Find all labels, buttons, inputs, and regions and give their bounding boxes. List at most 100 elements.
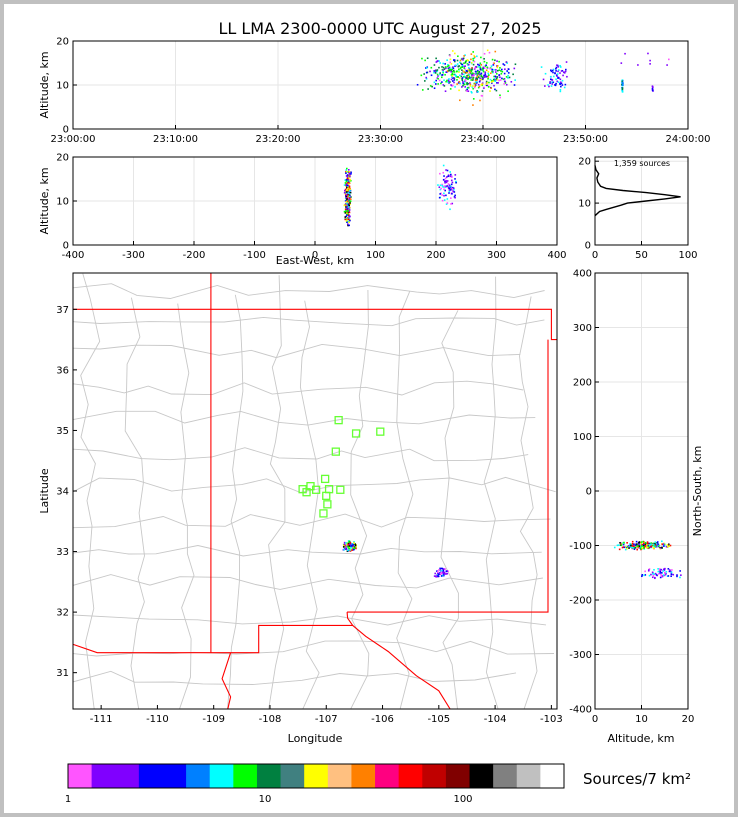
lightning-source-point	[349, 203, 351, 205]
colorbar-cell	[280, 764, 305, 788]
lightning-source-point	[560, 70, 563, 72]
lightning-source-point	[475, 78, 477, 81]
lightning-source-point	[443, 79, 445, 82]
lightning-source-point	[348, 221, 350, 224]
lightning-source-point	[349, 200, 352, 203]
county-boundary	[73, 574, 543, 590]
lightning-source-point	[444, 568, 446, 570]
lightning-source-point	[346, 221, 348, 224]
lightning-source-point	[494, 59, 496, 62]
lightning-source-point	[555, 82, 557, 85]
lightning-source-point	[448, 190, 451, 193]
lightning-source-point	[348, 547, 350, 550]
lightning-source-point	[448, 82, 450, 84]
lightning-source-point	[453, 196, 456, 198]
lightning-source-point	[458, 77, 461, 79]
lightning-source-point	[477, 86, 480, 89]
time-height-sources	[416, 49, 670, 106]
lightning-source-point	[451, 70, 454, 73]
lightning-source-point	[454, 86, 456, 88]
lightning-source-point	[461, 64, 464, 67]
lightning-source-point	[476, 91, 479, 93]
lightning-source-point	[447, 175, 449, 178]
lightning-source-point	[439, 62, 442, 64]
lightning-source-point	[347, 543, 350, 546]
lightning-source-point	[501, 70, 504, 73]
y-tick-label: 400	[573, 269, 592, 280]
lightning-source-point	[507, 72, 510, 74]
lightning-source-point	[643, 544, 645, 546]
lightning-source-point	[504, 80, 506, 83]
lightning-source-point	[654, 543, 656, 545]
lightning-source-point	[656, 544, 658, 546]
lightning-source-point	[351, 544, 353, 547]
lightning-source-point	[636, 543, 639, 546]
lightning-source-point	[349, 179, 352, 182]
lightning-source-point	[347, 218, 350, 221]
lightning-source-point	[623, 541, 625, 544]
lightning-source-point	[637, 64, 639, 66]
ns-height-xlabel: Altitude, km	[607, 732, 674, 745]
lightning-source-point	[343, 210, 346, 213]
lightning-source-point	[556, 64, 559, 67]
lightning-source-point	[467, 86, 469, 89]
lightning-source-point	[667, 575, 670, 577]
x-tick-label: 0	[592, 714, 598, 725]
lightning-source-point	[447, 79, 450, 81]
lightning-source-point	[653, 547, 655, 549]
lightning-source-point	[652, 574, 655, 577]
lightning-source-point	[476, 69, 479, 72]
lightning-source-point	[469, 82, 471, 84]
lightning-source-point	[450, 173, 452, 176]
lightning-source-point	[471, 68, 474, 71]
lightning-source-point	[450, 68, 452, 71]
lightning-source-point	[452, 67, 455, 70]
lightning-source-point	[438, 79, 441, 82]
lightning-source-point	[561, 79, 564, 82]
lightning-source-point	[345, 170, 348, 173]
lightning-source-point	[624, 548, 627, 551]
lightning-source-point	[557, 70, 559, 73]
lightning-source-point	[497, 82, 499, 84]
lightning-source-point	[507, 77, 509, 79]
lightning-source-point	[437, 571, 439, 574]
lightning-source-point	[455, 180, 457, 183]
lightning-source-point	[484, 71, 487, 74]
lightning-source-point	[345, 206, 347, 208]
lightning-source-point	[448, 78, 450, 80]
y-tick-label: 34	[56, 487, 69, 498]
lightning-source-point	[442, 84, 445, 86]
lightning-source-point	[654, 544, 657, 546]
lightning-source-point	[436, 73, 439, 76]
x-tick-label: -400	[62, 250, 85, 261]
lightning-source-point	[420, 74, 423, 77]
lightning-source-point	[452, 77, 454, 80]
lightning-source-point	[634, 545, 637, 548]
lightning-source-point	[544, 72, 547, 75]
lightning-source-point	[347, 207, 350, 210]
lightning-source-point	[353, 542, 356, 544]
lightning-source-point	[436, 70, 438, 73]
x-tick-label: 23:50:00	[563, 134, 608, 145]
lightning-source-point	[348, 176, 350, 179]
lightning-source-point	[345, 172, 347, 175]
lightning-source-point	[470, 70, 473, 73]
lightning-source-point	[441, 74, 443, 76]
lightning-source-point	[495, 77, 498, 80]
ns-height-panel: 0 10 20 -400 -300 -200 -100 0 100 200 300 400 Altit…	[569, 269, 704, 746]
lightning-source-point	[447, 174, 450, 176]
lightning-source-point	[344, 182, 347, 184]
lightning-source-point	[448, 192, 450, 194]
lightning-source-point	[347, 183, 350, 185]
lightning-source-point	[554, 84, 557, 87]
lightning-source-point	[478, 66, 480, 68]
lightning-source-point	[649, 543, 652, 546]
lightning-source-point	[348, 172, 351, 175]
lightning-source-point	[492, 70, 494, 73]
lightning-source-point	[493, 68, 495, 71]
lightning-source-point	[425, 76, 428, 79]
lightning-source-point	[665, 572, 667, 575]
lightning-source-point	[498, 60, 500, 63]
lightning-source-point	[487, 76, 490, 78]
colorbar-cell	[398, 764, 423, 788]
